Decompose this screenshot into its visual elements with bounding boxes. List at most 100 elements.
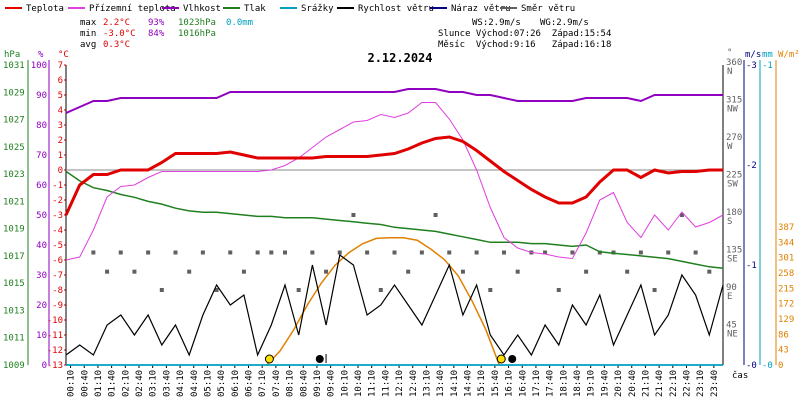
legend-label-4: Srážky xyxy=(301,4,334,14)
dir-tick-deg: 315 xyxy=(726,96,742,106)
x-tick-label: 12:40 xyxy=(409,370,419,397)
wind-direction-point xyxy=(392,250,397,255)
x-tick-label: 09:40 xyxy=(327,370,337,397)
x-tick-label: 02:40 xyxy=(135,370,145,397)
mm-unit: mm xyxy=(762,50,773,60)
wm-tick-label: 86 xyxy=(778,330,789,340)
hum-tick-label: 60 xyxy=(36,181,47,191)
dir-tick-name: SE xyxy=(727,255,738,265)
hum-tick-label: 100 xyxy=(31,61,47,71)
wind-direction-point xyxy=(132,269,137,274)
x-tick-label: 12:10 xyxy=(395,370,405,397)
dir-tick-deg: 90 xyxy=(726,283,737,293)
temp-unit: °C xyxy=(58,50,69,60)
x-tick-label: 03:40 xyxy=(162,370,172,397)
wind-direction-point xyxy=(159,288,164,292)
temp-tick-label: 1 xyxy=(58,151,63,161)
stats-min-hum: 84% xyxy=(148,29,165,39)
temp-tick-label: -4 xyxy=(52,226,63,236)
wm-tick-label: 215 xyxy=(778,284,794,294)
hum-tick-label: 90 xyxy=(36,91,47,101)
x-tick-label: 21:40 xyxy=(655,370,665,397)
left-axes: 1031102910271025102310211019101710151013… xyxy=(3,60,66,371)
temp-tick-label: 5 xyxy=(58,91,63,101)
temp-tick-label: 4 xyxy=(58,106,63,116)
wind-direction-point xyxy=(283,250,287,255)
wind-direction-point xyxy=(173,250,178,255)
x-tick-label: 06:10 xyxy=(231,370,241,397)
hpa-unit: hPa xyxy=(4,50,20,60)
hpa-tick-label: 1019 xyxy=(3,225,25,235)
hpa-tick-label: 1017 xyxy=(3,252,25,262)
wind-direction-point xyxy=(515,269,520,274)
hpa-tick-label: 1013 xyxy=(3,306,25,316)
x-tick-label: 00:40 xyxy=(80,370,90,397)
x-tick-label: 00:10 xyxy=(67,370,77,397)
info-ws: WS:2.9m/s xyxy=(472,18,521,28)
x-tick-label: 22:40 xyxy=(683,370,693,397)
temp-tick-label: 3 xyxy=(58,121,63,131)
deg-unit: ° xyxy=(727,48,732,58)
x-tick-label: 17:40 xyxy=(546,370,556,397)
wind-direction-point xyxy=(241,269,246,274)
temp-tick-label: -10 xyxy=(47,316,63,326)
stats-avg-label: avg xyxy=(80,40,96,50)
x-tick-label: 07:40 xyxy=(272,370,282,397)
x-tick-label: 01:10 xyxy=(94,370,104,397)
stats-max-temp: 2.2°C xyxy=(103,18,130,28)
x-tick-label: 07:10 xyxy=(258,370,268,397)
wind-direction-point xyxy=(570,250,575,255)
dir-tick-deg: 135 xyxy=(726,246,742,256)
x-tick-label: 01:40 xyxy=(108,370,118,397)
hum-tick-label: 10 xyxy=(36,331,47,341)
wind-direction-point xyxy=(543,250,548,255)
dir-tick-name: S xyxy=(727,217,732,227)
x-tick-label: 11:40 xyxy=(381,370,391,397)
x-tick-label: 16:40 xyxy=(518,370,528,397)
temp-tick-label: -6 xyxy=(52,256,63,266)
stats-block: max 2.2°C 93% 1023hPa 0.0mm min -3.0°C 8… xyxy=(80,18,253,50)
ms-tick-label: -1 xyxy=(746,261,757,271)
temp-tick-label: -13 xyxy=(47,361,63,371)
moonset-icon xyxy=(508,355,517,363)
wind-direction-point xyxy=(214,288,219,292)
dir-tick-name: E xyxy=(727,292,732,302)
hpa-tick-label: 1011 xyxy=(3,334,25,344)
hum-tick-label: 50 xyxy=(36,211,47,221)
hpa-tick-label: 1027 xyxy=(3,116,25,126)
chart-title: 2.12.2024 xyxy=(367,51,432,65)
wind-direction-point xyxy=(337,250,342,255)
moonrise-icon xyxy=(315,355,324,363)
temp-tick-label: -12 xyxy=(47,346,63,356)
x-tick-label: 09:10 xyxy=(313,370,323,397)
x-tick-label: 20:10 xyxy=(614,370,624,397)
x-tick-label: 14:10 xyxy=(450,370,460,397)
x-tick-label: 02:10 xyxy=(121,370,131,397)
hpa-tick-label: 1031 xyxy=(3,61,25,71)
pressure-line xyxy=(65,170,724,269)
wind-direction-point xyxy=(187,269,192,274)
x-tick-label: 08:40 xyxy=(299,370,309,397)
x-tick-label: 14:40 xyxy=(464,370,474,397)
temp-tick-label: -8 xyxy=(52,286,63,296)
info-moon: Měsíc Východ:9:16 Západ:16:18 xyxy=(438,40,611,50)
wind-speed-line xyxy=(65,253,724,357)
dir-tick-deg: 225 xyxy=(726,171,742,181)
wind-direction-point xyxy=(652,288,657,292)
legend-label-0: Teplota xyxy=(26,4,64,14)
wind-direction-point xyxy=(488,288,493,292)
hum-tick-label: 40 xyxy=(36,241,47,251)
wm-tick-label: 0 xyxy=(778,361,783,371)
wind-direction-point xyxy=(433,213,438,217)
wind-direction-point xyxy=(378,288,383,292)
x-tick-label: 08:10 xyxy=(286,370,296,397)
sunset-icon xyxy=(496,354,506,364)
wind-direction-point xyxy=(91,250,96,255)
hpa-tick-label: 1009 xyxy=(3,361,25,371)
x-tick-label: 20:40 xyxy=(628,370,638,397)
x-tick-label: 15:10 xyxy=(477,370,487,397)
wind-direction-point xyxy=(638,250,643,255)
x-tick-label: 03:10 xyxy=(149,370,159,397)
x-tick-label: 19:10 xyxy=(587,370,597,397)
dir-tick-name: SW xyxy=(727,180,738,190)
